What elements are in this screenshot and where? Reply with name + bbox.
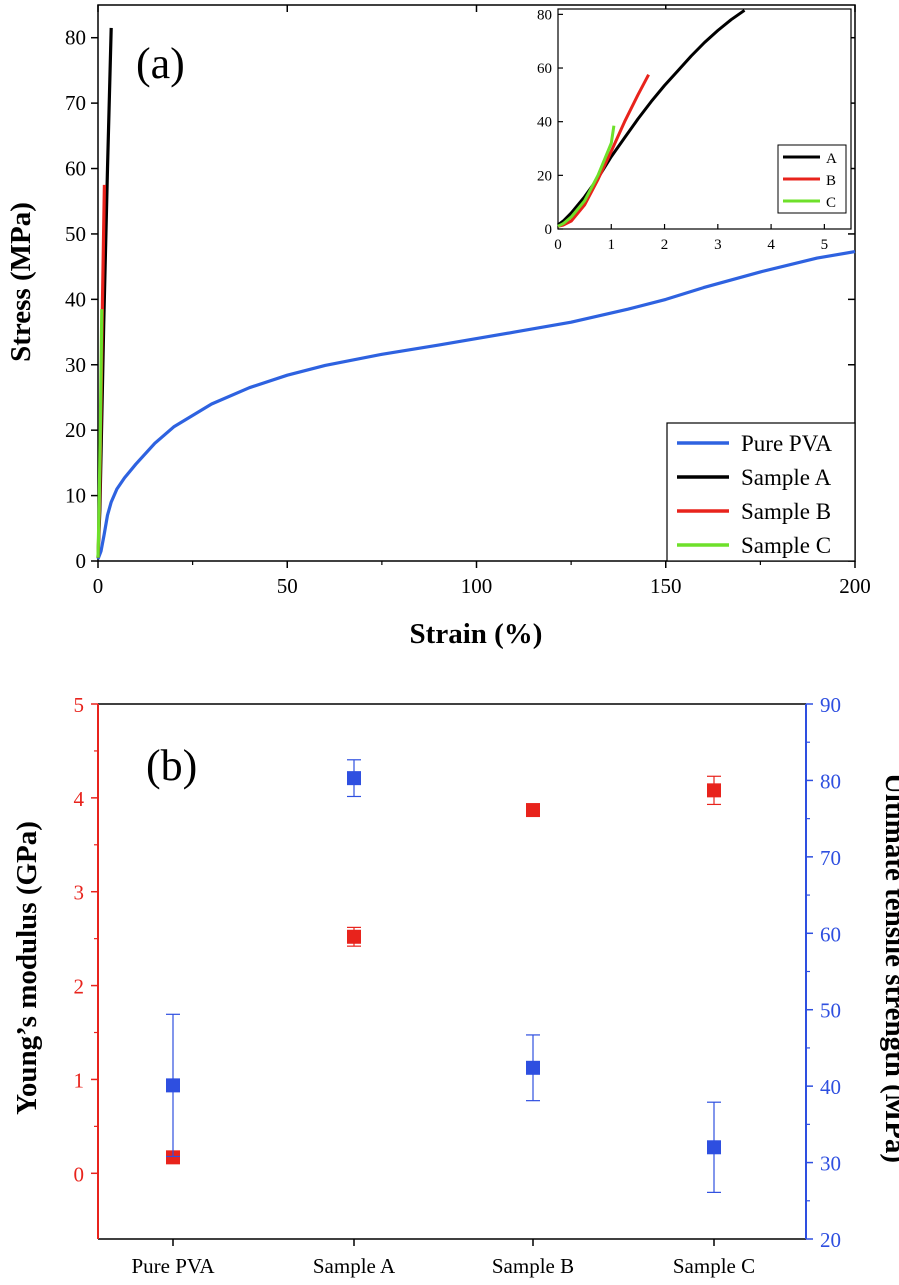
inset-legend-label: B [826, 173, 836, 189]
series-pure-pva [96, 250, 856, 560]
data-point-modulus [707, 783, 721, 798]
y-tick-label: 60 [65, 157, 86, 181]
inset-legend-label: A [826, 151, 837, 167]
right-tick-label: 60 [820, 922, 841, 946]
left-tick-label: 1 [74, 1068, 85, 1092]
y-tick-label: 50 [65, 222, 86, 246]
panel-b-ylabel-right: Ultimate tensile strength (MPa) [879, 773, 899, 1163]
category-label: Sample C [673, 1254, 755, 1278]
panel-a-inset: 0 1 2 3 4 5 0 20 40 60 80 ABC [537, 7, 852, 253]
right-tick-label: 20 [820, 1228, 841, 1252]
panel-b-label: (b) [146, 741, 197, 790]
series-sample-c [96, 309, 104, 558]
inset-x-tick-label: 2 [661, 237, 669, 253]
x-tick-label: 150 [650, 574, 682, 598]
y-tick-label: 30 [65, 353, 86, 377]
right-tick-label: 90 [820, 693, 841, 717]
inset-y-tick-label: 40 [537, 115, 552, 131]
x-tick-label: 0 [93, 574, 104, 598]
right-tick-label: 50 [820, 999, 841, 1023]
x-tick-label: 100 [461, 574, 493, 598]
inset-y-tick-label: 80 [537, 7, 552, 23]
x-tick-label: 200 [839, 574, 871, 598]
y-tick-label: 70 [65, 91, 86, 115]
left-tick-label: 4 [74, 787, 85, 811]
left-tick-label: 5 [74, 693, 85, 717]
y-tick-label: 20 [65, 418, 86, 442]
inset-legend-label: C [826, 195, 836, 211]
inset-y-tick-label: 60 [537, 61, 552, 77]
data-point-modulus [347, 929, 361, 944]
legend-label: Sample A [741, 465, 831, 490]
left-tick-label: 0 [74, 1162, 85, 1186]
panel-a-label: (a) [136, 39, 185, 88]
inset-x-tick-label: 5 [821, 237, 829, 253]
inset-y-tick-label: 20 [537, 168, 552, 184]
data-point-strength [347, 771, 361, 786]
panel-a-series [96, 27, 856, 560]
panel-b-axes: 0 1 2 3 4 5 20 30 40 50 60 70 80 90 Pure PVA Sample A Sa… [74, 693, 842, 1278]
inset-x-tick-label: 3 [714, 237, 722, 253]
inset-x-tick-label: 0 [554, 237, 562, 253]
left-tick-label: 3 [74, 881, 85, 905]
inset-series-c [557, 125, 616, 228]
data-point-modulus [166, 1150, 180, 1165]
panel-b-ylabel-left: Young’s modulus (GPa) [11, 821, 43, 1115]
data-point-strength [707, 1140, 721, 1155]
category-label: Sample B [492, 1254, 574, 1278]
legend-box [666, 422, 856, 562]
x-tick-label: 50 [277, 574, 298, 598]
y-tick-label: 40 [65, 287, 86, 311]
inset-series-b [557, 73, 650, 228]
legend-label: Sample C [741, 533, 831, 558]
left-tick-label: 2 [74, 975, 85, 999]
inset-x-tick-label: 4 [767, 237, 775, 253]
right-tick-label: 40 [820, 1075, 841, 1099]
category-label: Pure PVA [131, 1254, 215, 1278]
inset-series-a [557, 9, 746, 227]
right-tick-label: 30 [820, 1152, 841, 1176]
panel-b: 0 1 2 3 4 5 20 30 40 50 60 70 80 90 Pure PVA Sample A Sa… [11, 693, 899, 1278]
data-point-modulus [526, 803, 540, 818]
legend-label: Pure PVA [741, 431, 832, 456]
panel-a-ylabel: Stress (MPa) [5, 202, 37, 362]
y-tick-label: 10 [65, 484, 86, 508]
data-point-strength [166, 1078, 180, 1093]
legend-label: Sample B [741, 499, 831, 524]
category-label: Sample A [313, 1254, 396, 1278]
right-tick-label: 80 [820, 769, 841, 793]
y-tick-label: 0 [76, 549, 87, 573]
panel-a-legend: Pure PVA Sample A Sample B Sample C [666, 422, 856, 562]
y-tick-label: 80 [65, 26, 86, 50]
inset-y-tick-label: 0 [545, 222, 553, 238]
data-point-strength [526, 1060, 540, 1075]
right-tick-label: 70 [820, 846, 841, 870]
panel-b-series [166, 759, 721, 1193]
panel-a-xlabel: Strain (%) [410, 618, 543, 650]
inset-x-tick-label: 1 [608, 237, 616, 253]
